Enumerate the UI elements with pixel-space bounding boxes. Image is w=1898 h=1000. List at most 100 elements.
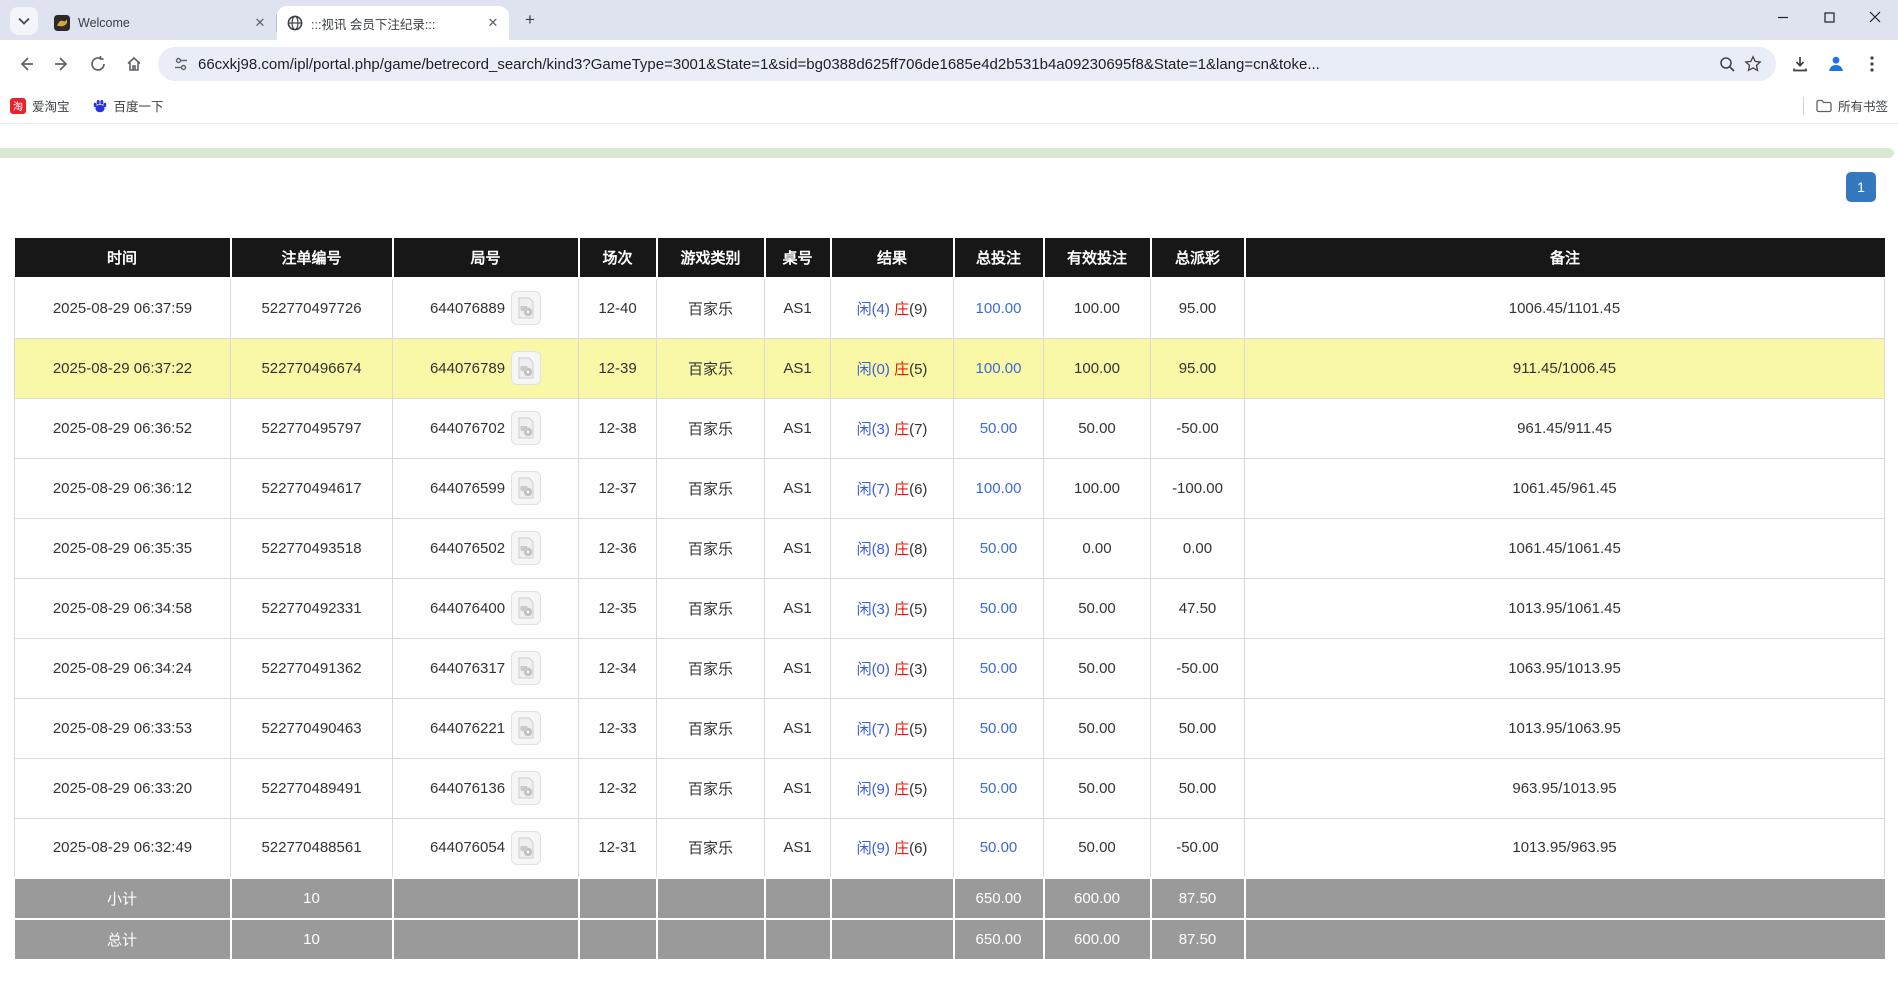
- video-replay-icon: [518, 597, 534, 619]
- profile-button[interactable]: [1820, 48, 1852, 80]
- cell-total-bet[interactable]: 50.00: [953, 817, 1044, 879]
- cell-total-bet[interactable]: 100.00: [953, 277, 1044, 339]
- result-banker: 庄: [894, 720, 910, 738]
- all-bookmarks-button[interactable]: 所有书签: [1816, 96, 1888, 115]
- minimize-icon: [1778, 16, 1788, 19]
- cell-game-type: 百家乐: [656, 397, 765, 459]
- close-window-button[interactable]: [1852, 0, 1898, 34]
- tab-search-button[interactable]: [10, 7, 38, 35]
- cell-total-bet[interactable]: 50.00: [953, 577, 1044, 639]
- table-row: 2025-08-29 06:32:49 522770488561 644076054…: [14, 817, 1885, 879]
- tab-betrecord[interactable]: :::视讯 会员下注纪录::: ✕: [277, 6, 509, 40]
- total-bet-link[interactable]: 100.00: [975, 299, 1022, 317]
- total-bet-link[interactable]: 50.00: [979, 719, 1018, 737]
- zoom-page-icon[interactable]: [1714, 51, 1740, 77]
- subtotal-row: 小计 10 650.00 600.00 87.50: [14, 877, 1885, 920]
- video-replay-button[interactable]: [511, 591, 542, 625]
- result-player: 闲(7): [856, 720, 890, 738]
- video-replay-button[interactable]: [511, 411, 542, 445]
- cell-round-no: 644076054: [392, 817, 579, 879]
- cell-total-bet[interactable]: 50.00: [953, 697, 1044, 759]
- video-replay-button[interactable]: [511, 830, 542, 865]
- bet-record-table: 时间 注单编号 局号 场次 游戏类别 桌号 结果 总投注 有效投注 总派彩 备注…: [14, 238, 1885, 961]
- tab-welcome[interactable]: Welcome ✕: [44, 6, 276, 40]
- total-bet-link[interactable]: 50.00: [979, 839, 1018, 857]
- cell-total-bet[interactable]: 100.00: [953, 337, 1044, 399]
- maximize-button[interactable]: [1806, 0, 1852, 34]
- total-bet-link[interactable]: 50.00: [979, 779, 1018, 797]
- result-player: 闲(9): [856, 840, 890, 858]
- total-bet-link[interactable]: 50.00: [979, 659, 1018, 677]
- site-settings-icon[interactable]: [168, 51, 194, 77]
- home-button[interactable]: [118, 48, 150, 80]
- cell-round-no: 644076789: [392, 337, 579, 399]
- col-remark: 备注: [1244, 238, 1885, 279]
- chevron-down-icon: [18, 17, 30, 25]
- tab-strip: Welcome ✕ :::视讯 会员下注纪录::: ✕ +: [0, 0, 1898, 40]
- page-1-button[interactable]: 1: [1846, 172, 1876, 202]
- col-round-no: 局号: [392, 238, 580, 279]
- tab-close-icon[interactable]: ✕: [254, 15, 266, 30]
- bookmark-baidu[interactable]: 百度一下: [92, 96, 164, 115]
- cell-total-bet[interactable]: 50.00: [953, 637, 1044, 699]
- folder-icon: [1816, 99, 1832, 112]
- bookmark-star-icon[interactable]: [1740, 51, 1766, 77]
- total-bet-link[interactable]: 100.00: [975, 479, 1022, 497]
- round-number: 644076136: [429, 779, 506, 797]
- cell-remark: 1013.95/963.95: [1244, 817, 1885, 879]
- total-bet-link[interactable]: 50.00: [979, 419, 1018, 437]
- cell-bet-no: 522770492331: [230, 577, 393, 639]
- cell-session: 12-39: [578, 337, 657, 399]
- result-player: 闲(8): [856, 540, 890, 558]
- minimize-button[interactable]: [1760, 0, 1806, 34]
- cell-bet-no: 522770490463: [230, 697, 393, 759]
- cell-result: 闲(0) 庄(5): [830, 337, 954, 399]
- new-tab-button[interactable]: +: [525, 10, 535, 29]
- video-replay-button[interactable]: [511, 291, 542, 326]
- reload-button[interactable]: [82, 48, 114, 80]
- cell-table-no: AS1: [764, 697, 831, 759]
- video-replay-button[interactable]: [511, 351, 542, 385]
- cell-game-type: 百家乐: [656, 277, 765, 339]
- tab-close-icon[interactable]: ✕: [487, 15, 499, 30]
- cell-total-bet[interactable]: 100.00: [953, 457, 1044, 519]
- bookmark-label: 百度一下: [113, 100, 164, 114]
- table-row: 2025-08-29 06:33:53 522770490463 644076221…: [14, 697, 1885, 759]
- cell-total-bet[interactable]: 50.00: [953, 397, 1044, 459]
- result-banker: 庄: [894, 840, 910, 858]
- tab-title: Welcome: [78, 16, 130, 30]
- url-text[interactable]: 66cxkj98.com/ipl/portal.php/game/betreco…: [198, 55, 1320, 73]
- cell-time: 2025-08-29 06:34:24: [14, 637, 231, 699]
- video-replay-button[interactable]: [511, 531, 542, 565]
- cell-valid-bet: 100.00: [1043, 337, 1151, 399]
- downloads-button[interactable]: [1784, 48, 1816, 80]
- cell-remark: 1061.45/1061.45: [1244, 517, 1885, 579]
- total-bet-link[interactable]: 50.00: [979, 539, 1018, 557]
- total-bet-link[interactable]: 100.00: [975, 359, 1022, 377]
- forward-icon: [55, 57, 68, 71]
- cell-result: 闲(7) 庄(6): [830, 457, 954, 519]
- forward-button[interactable]: [46, 48, 78, 80]
- result-banker-score: (6): [909, 840, 928, 858]
- table-row: 2025-08-29 06:34:24 522770491362 644076317…: [14, 637, 1885, 699]
- round-number: 644076889: [429, 299, 506, 317]
- video-replay-button[interactable]: [511, 651, 542, 685]
- cell-total-bet[interactable]: 50.00: [953, 757, 1044, 819]
- video-replay-icon: [518, 657, 534, 679]
- cell-total-bet[interactable]: 50.00: [953, 517, 1044, 579]
- subtotal-count: 10: [229, 877, 394, 920]
- result-banker: 庄: [894, 300, 910, 318]
- total-bet-link[interactable]: 50.00: [979, 599, 1018, 617]
- round-number: 644076599: [429, 479, 506, 497]
- cell-round-no: 644076317: [392, 637, 579, 699]
- browser-menu-button[interactable]: [1856, 48, 1888, 80]
- col-game-type: 游戏类别: [656, 238, 766, 279]
- video-replay-button[interactable]: [511, 711, 542, 745]
- bookmark-aitaobao[interactable]: 淘 爱淘宝: [10, 96, 70, 115]
- cell-result: 闲(0) 庄(3): [830, 637, 954, 699]
- video-replay-button[interactable]: [511, 771, 542, 805]
- back-button[interactable]: [10, 48, 42, 80]
- video-replay-button[interactable]: [511, 471, 542, 505]
- address-bar[interactable]: 66cxkj98.com/ipl/portal.php/game/betreco…: [158, 47, 1776, 81]
- video-replay-icon: [518, 357, 534, 379]
